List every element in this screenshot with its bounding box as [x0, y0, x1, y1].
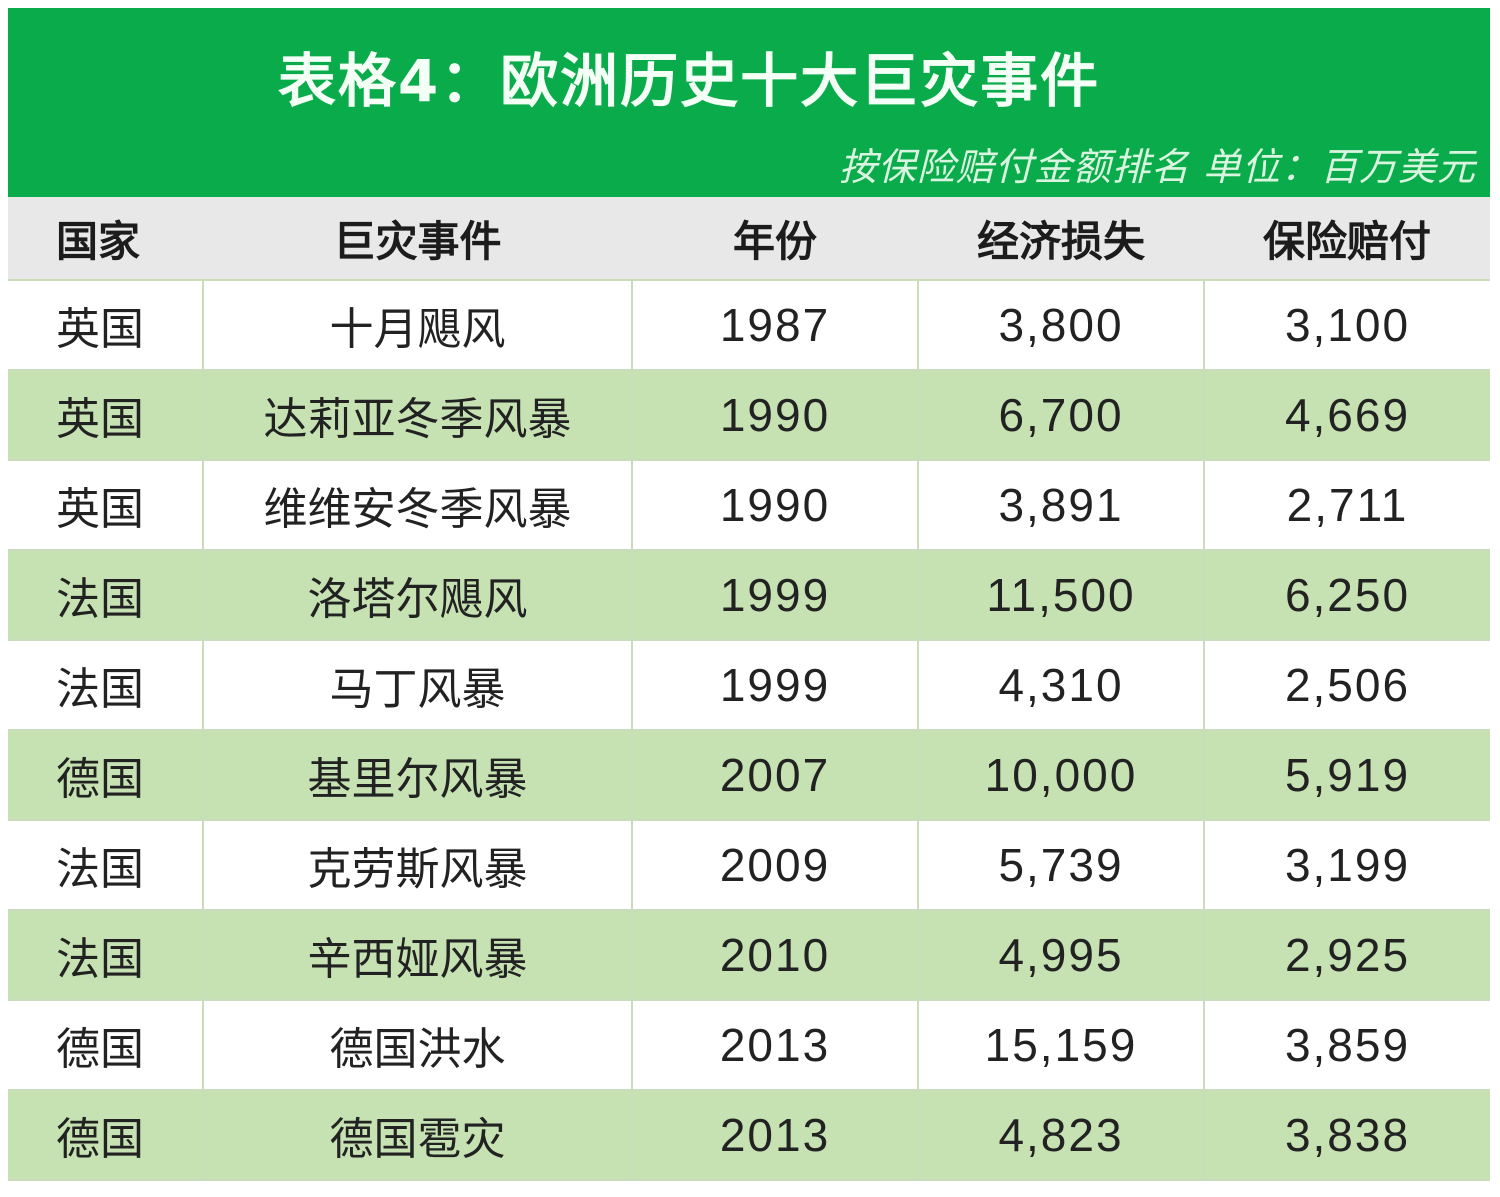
header-row: 国家 巨灾事件 年份 经济损失 保险赔付: [8, 197, 1490, 281]
cell-insured-loss: 2,925: [1203, 910, 1490, 1001]
cell-event: 洛塔尔飓风: [202, 550, 632, 641]
cell-insured-loss: 2,711: [1203, 460, 1490, 551]
table-row: 英国 维维安冬季风暴 1990 3,891 2,711: [8, 460, 1490, 551]
cell-year: 1990: [631, 460, 918, 551]
cell-economic-loss: 4,310: [917, 640, 1204, 731]
cell-country: 德国: [8, 1000, 203, 1091]
cell-event: 辛西娅风暴: [202, 910, 632, 1001]
cell-economic-loss: 5,739: [917, 820, 1204, 911]
table-row: 英国 达莉亚冬季风暴 1990 6,700 4,669: [8, 370, 1490, 461]
cell-economic-loss: 15,159: [917, 1000, 1204, 1091]
cell-event: 十月飓风: [202, 280, 632, 371]
table-title: 表格4：欧洲历史十大巨灾事件: [277, 47, 1101, 115]
cell-insured-loss: 3,199: [1203, 820, 1490, 911]
cell-year: 1987: [631, 280, 918, 371]
cell-year: 1999: [631, 640, 918, 731]
table-row: 英国 十月飓风 1987 3,800 3,100: [8, 280, 1490, 371]
cell-country: 英国: [8, 370, 203, 461]
header-insured-loss: 保险赔付: [1204, 197, 1490, 281]
catastrophe-table-card: 表格4：欧洲历史十大巨灾事件 按保险赔付金额排名 单位：百万美元 国家 巨灾事件…: [8, 8, 1490, 1181]
cell-economic-loss: 11,500: [917, 550, 1204, 641]
cell-insured-loss: 3,838: [1203, 1090, 1490, 1181]
header-year: 年份: [632, 197, 918, 281]
cell-country: 法国: [8, 640, 203, 731]
cell-insured-loss: 2,506: [1203, 640, 1490, 731]
cell-insured-loss: 6,250: [1203, 550, 1490, 641]
table-row: 法国 马丁风暴 1999 4,310 2,506: [8, 640, 1490, 731]
cell-country: 德国: [8, 730, 203, 821]
cell-event: 克劳斯风暴: [202, 820, 632, 911]
cell-event: 达莉亚冬季风暴: [202, 370, 632, 461]
cell-insured-loss: 3,859: [1203, 1000, 1490, 1091]
cell-year: 1999: [631, 550, 918, 641]
cell-event: 马丁风暴: [202, 640, 632, 731]
cell-event: 德国雹灾: [202, 1090, 632, 1181]
cell-year: 1990: [631, 370, 918, 461]
cell-insured-loss: 5,919: [1203, 730, 1490, 821]
cell-country: 英国: [8, 460, 203, 551]
table-row: 法国 洛塔尔飓风 1999 11,500 6,250: [8, 550, 1490, 641]
cell-year: 2013: [631, 1000, 918, 1091]
cell-economic-loss: 6,700: [917, 370, 1204, 461]
cell-insured-loss: 3,100: [1203, 280, 1490, 371]
cell-economic-loss: 4,995: [917, 910, 1204, 1001]
table-row: 德国 德国洪水 2013 15,159 3,859: [8, 1000, 1490, 1091]
cell-event: 基里尔风暴: [202, 730, 632, 821]
table-row: 德国 基里尔风暴 2007 10,000 5,919: [8, 730, 1490, 821]
header-country: 国家: [8, 197, 203, 281]
cell-economic-loss: 3,800: [917, 280, 1204, 371]
header-economic-loss: 经济损失: [918, 197, 1204, 281]
cell-country: 德国: [8, 1090, 203, 1181]
catastrophe-events-table: 国家 巨灾事件 年份 经济损失 保险赔付 英国 十月飓风 1987 3,800 …: [8, 197, 1490, 1181]
header-event: 巨灾事件: [203, 197, 632, 281]
cell-insured-loss: 4,669: [1203, 370, 1490, 461]
cell-country: 法国: [8, 820, 203, 911]
cell-economic-loss: 3,891: [917, 460, 1204, 551]
cell-country: 法国: [8, 550, 203, 641]
cell-year: 2010: [631, 910, 918, 1001]
table-row: 法国 辛西娅风暴 2010 4,995 2,925: [8, 910, 1490, 1001]
title-banner: 表格4：欧洲历史十大巨灾事件 按保险赔付金额排名 单位：百万美元: [8, 8, 1490, 197]
cell-year: 2013: [631, 1090, 918, 1181]
table-row: 法国 克劳斯风暴 2009 5,739 3,199: [8, 820, 1490, 911]
cell-event: 德国洪水: [202, 1000, 632, 1091]
cell-economic-loss: 10,000: [917, 730, 1204, 821]
cell-year: 2009: [631, 820, 918, 911]
cell-economic-loss: 4,823: [917, 1090, 1204, 1181]
cell-year: 2007: [631, 730, 918, 821]
cell-event: 维维安冬季风暴: [202, 460, 632, 551]
cell-country: 英国: [8, 280, 203, 371]
table-row: 德国 德国雹灾 2013 4,823 3,838: [8, 1090, 1490, 1181]
cell-country: 法国: [8, 910, 203, 1001]
table-subtitle: 按保险赔付金额排名 单位：百万美元: [838, 145, 1476, 189]
